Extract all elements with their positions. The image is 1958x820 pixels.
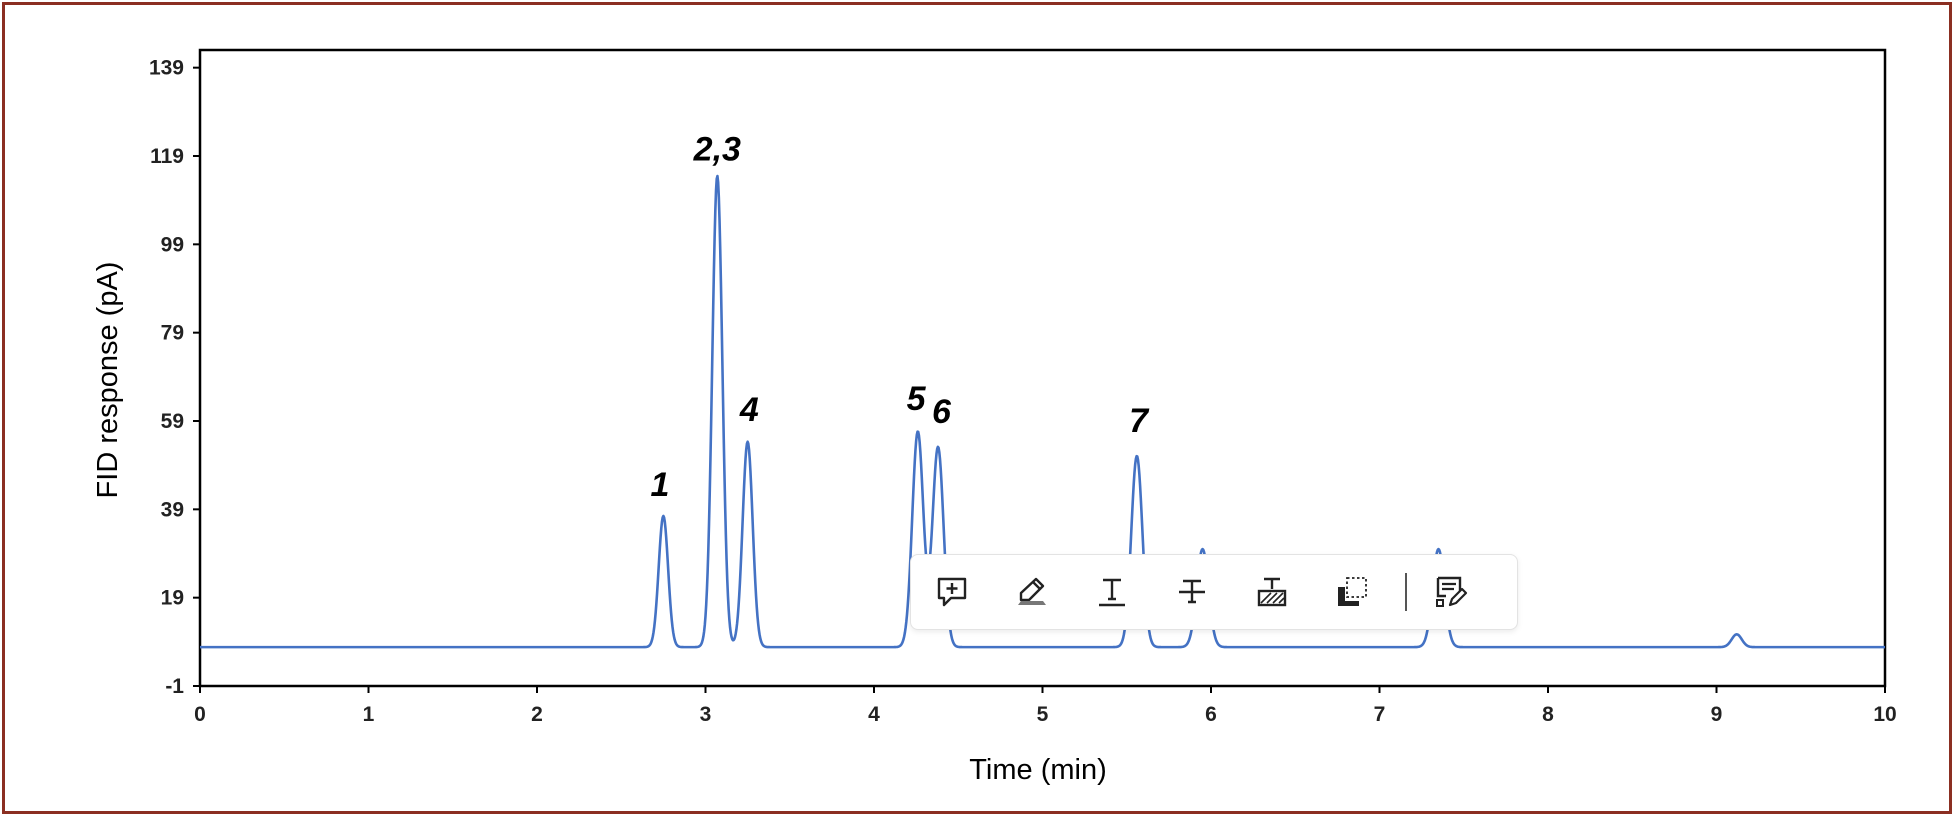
edit-document-button[interactable] [1429,571,1471,613]
x-tick-label: 8 [1542,703,1554,726]
y-tick-label: 19 [161,587,184,610]
x-tick-label: 3 [700,703,712,726]
x-tick-label: 10 [1873,703,1896,726]
strikethrough-button[interactable] [1171,571,1213,613]
y-tick-label: 79 [161,322,184,345]
peak-label: 2,3 [693,130,741,168]
peak-label: 1 [651,466,670,504]
peak-label: 5 [907,380,927,418]
series-layer [199,174,1886,649]
edit-document-icon [1436,576,1468,607]
x-tick-label: 6 [1205,703,1217,726]
underline-icon [1099,578,1125,607]
y-axis-label: FID response (pA) [92,262,124,499]
chromatogram-line [199,174,1886,649]
x-axis-label: Time (min) [969,754,1106,786]
replace-text-button[interactable] [1251,571,1293,613]
toolbar-separator [1405,573,1407,611]
y-tick-label: 99 [161,233,184,256]
highlight-icon [1018,577,1046,605]
x-tick-label: 5 [1037,703,1049,726]
y-tick-label: 59 [161,410,184,433]
y-tick-label: 119 [150,145,184,168]
peak-label: 4 [739,391,759,429]
highlight-button[interactable] [1011,571,1053,613]
comment-add-icon [937,577,967,607]
peak-label: 7 [1129,402,1150,440]
underline-button[interactable] [1091,571,1133,613]
strikethrough-icon [1179,579,1205,604]
area-highlight-icon [1338,577,1367,606]
replace-text-icon [1257,577,1287,607]
annotation-toolbar [910,554,1518,630]
area-highlight-button[interactable] [1331,571,1373,613]
x-tick-label: 1 [363,703,375,726]
y-tick-label: 39 [161,498,184,521]
x-tick-label: 7 [1374,703,1386,726]
y-tick-label: 139 [149,57,184,80]
comment-add-button[interactable] [931,571,973,613]
x-tick-label: 0 [194,703,206,726]
x-tick-label: 2 [531,703,543,726]
peak-label: 6 [932,393,952,431]
y-tick-label: -1 [165,675,184,698]
x-tick-label: 9 [1711,703,1723,726]
peak-labels: 1 2,3 4 5 6 7 [651,130,1151,504]
x-tick-label: 4 [868,703,880,726]
